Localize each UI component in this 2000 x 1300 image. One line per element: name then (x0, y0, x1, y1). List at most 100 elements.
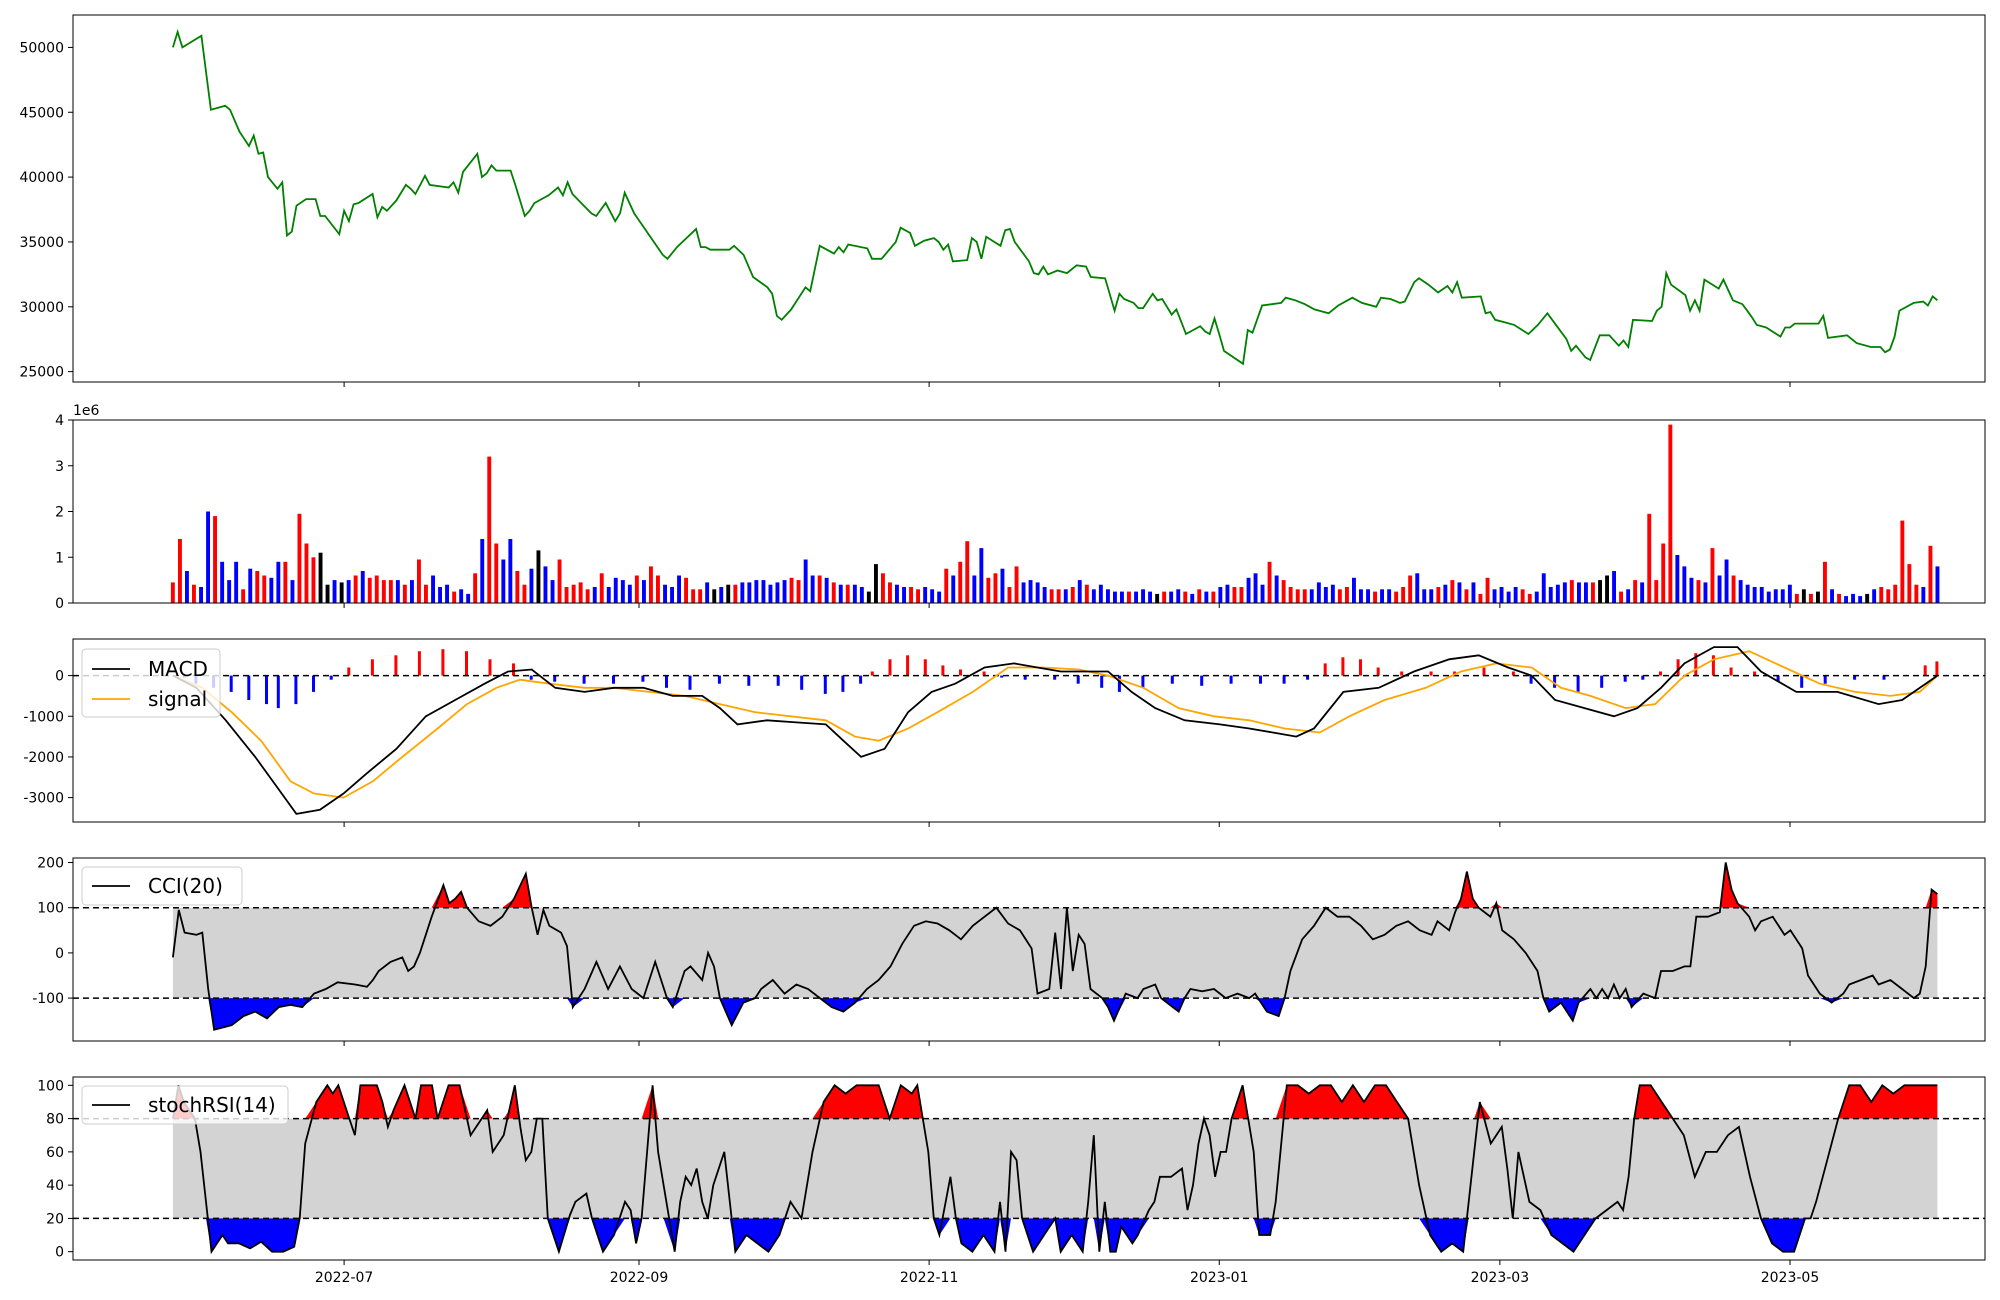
volume-bar (213, 516, 217, 603)
macd-histogram-bar (1229, 675, 1233, 684)
volume-bar (1429, 589, 1434, 603)
volume-bar (958, 561, 963, 603)
volume-bar (1197, 589, 1202, 603)
macd-histogram-bar (312, 675, 315, 692)
volume-bar (367, 577, 372, 603)
volume-bar (1007, 587, 1012, 603)
volume-bar (410, 580, 414, 603)
macd-histogram-bar (1659, 671, 1662, 676)
macd-histogram-bar (247, 675, 251, 700)
macd-histogram-bar (265, 675, 268, 705)
volume-bar (234, 561, 239, 603)
volume-bar (346, 580, 351, 603)
volume-bar (1872, 589, 1877, 603)
volume-bar (1450, 580, 1455, 603)
volume-bar (1520, 589, 1525, 603)
volume-bar (262, 575, 267, 603)
macd-histogram-bar (1259, 675, 1262, 684)
volume-bar (1562, 582, 1567, 603)
y-tick-label: -1000 (23, 709, 64, 725)
volume-panel: 0 1 2 3 4 1e6 (55, 403, 1986, 612)
volume-bar (1415, 573, 1420, 603)
volume-bar (1689, 577, 1694, 603)
volume-bar (1211, 591, 1216, 603)
volume-bar (1886, 589, 1891, 603)
macd-histogram-bar (1553, 675, 1557, 688)
volume-bar (1091, 589, 1096, 603)
volume-bar (902, 587, 906, 603)
y-tick-label: 100 (37, 901, 64, 917)
volume-bar (543, 566, 548, 603)
volume-bar (1443, 584, 1448, 603)
volume-bar (1330, 584, 1335, 603)
volume-bar (445, 584, 449, 603)
macd-histogram-bar (1600, 675, 1604, 688)
macd-histogram-bar (1576, 675, 1580, 692)
x-tick-label: 2023-03 (1471, 1270, 1530, 1286)
volume-bar (1049, 589, 1054, 603)
volume-bar (663, 584, 667, 603)
overbought-fill (172, 862, 1938, 908)
volume-bar (1647, 513, 1652, 603)
volume-bar (1127, 591, 1131, 603)
signal-line (172, 650, 1939, 799)
x-tick-label: 2022-07 (315, 1270, 374, 1286)
volume-bar (1928, 545, 1933, 603)
volume-bar (1823, 561, 1827, 603)
y-tick-label: -3000 (23, 791, 64, 807)
volume-bar (944, 568, 949, 603)
y-tick-label: 50000 (19, 40, 64, 56)
oversold-fill (172, 998, 1938, 1030)
y-tick-label: 0 (55, 946, 64, 962)
macd-histogram-bar (1141, 675, 1145, 688)
volume-bar (1134, 591, 1138, 603)
volume-bar (909, 587, 913, 603)
y-tick-label: 200 (37, 856, 64, 872)
volume-bar (754, 580, 759, 603)
volume-bar (712, 589, 717, 603)
volume-bar (1598, 580, 1602, 603)
volume-bar (1668, 424, 1673, 603)
volume-bar (1900, 520, 1905, 603)
macd-histogram-bar (841, 675, 845, 692)
legend-macd-label: MACD (148, 657, 208, 681)
y-tick-label: 80 (46, 1112, 64, 1128)
volume-bar (1801, 589, 1806, 603)
volume-bar (206, 511, 210, 603)
volume-bar (1809, 593, 1813, 603)
macd-histogram-bar (641, 675, 645, 682)
macd-histogram-bar (1076, 675, 1080, 684)
volume-bar (557, 559, 562, 603)
volume-bar (1183, 591, 1188, 603)
legend-box (81, 648, 221, 718)
y-tick-label: -100 (32, 991, 64, 1007)
macd-histogram-bar (612, 675, 615, 684)
volume-bar (1555, 584, 1560, 603)
macd-histogram-bar (488, 659, 492, 676)
macd-histogram-bar (1641, 675, 1645, 680)
volume-bar (1527, 593, 1532, 603)
volume-bar (1548, 587, 1553, 603)
volume-bar (1907, 564, 1912, 603)
macd-panel: -3000 -2000 -1000 0 MACD signal (23, 638, 1986, 827)
volume-bar (599, 573, 604, 603)
macd-histogram-bar (923, 659, 927, 676)
volume-bar (424, 584, 428, 603)
volume-bar (634, 575, 639, 603)
macd-histogram-bar (1000, 675, 1004, 678)
volume-bar (1773, 589, 1778, 603)
macd-histogram-bar (1923, 665, 1927, 676)
volume-bar (1787, 584, 1792, 603)
volume-bar (1717, 575, 1722, 603)
volume-bar (1316, 582, 1321, 603)
volume-bar (1738, 580, 1743, 603)
indicator-line (172, 1082, 1938, 1255)
volume-bar (1042, 587, 1047, 603)
volume-bar (965, 541, 970, 603)
volume-bar (431, 575, 435, 603)
volume-bar (1759, 587, 1764, 603)
volume-bar (1710, 548, 1715, 603)
volume-bar (1302, 589, 1307, 603)
macd-histogram-bar (329, 675, 333, 680)
